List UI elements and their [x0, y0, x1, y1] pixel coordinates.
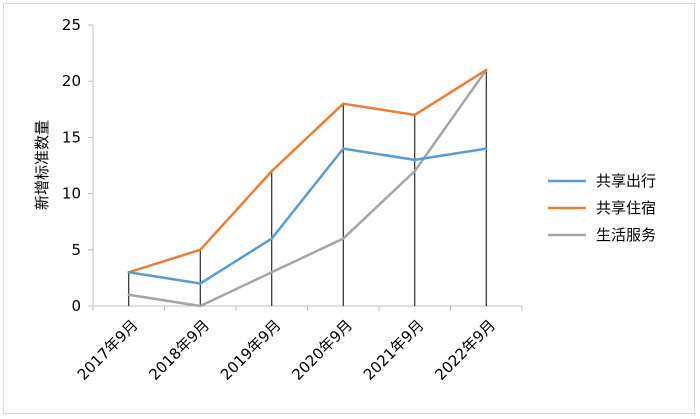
y-tick-labels: 0 5 10 15 20 25: [62, 16, 81, 315]
legend-label-1: 共享出行: [596, 172, 656, 190]
y-tick-label: 10: [62, 185, 81, 203]
y-tick-label: 20: [62, 72, 81, 90]
x-tick-label: 2022年9月: [431, 316, 499, 384]
series-line-3: [127, 68, 488, 308]
x-tick-label: 2021年9月: [360, 316, 428, 384]
y-tick-label: 5: [71, 241, 81, 259]
x-tick-label: 2018年9月: [145, 316, 213, 384]
legend-label-2: 共享住宿: [596, 199, 656, 217]
x-tick-labels: 2017年9月 2018年9月 2019年9月 2020年9月 2021年9月 2022年…: [74, 316, 499, 384]
y-axis-label: 新增标准数量: [33, 120, 51, 210]
legend-label-3: 生活服务: [596, 226, 656, 244]
axes: [88, 24, 523, 311]
series-lines: [127, 68, 488, 308]
x-tick-label: 2017年9月: [74, 316, 142, 384]
y-tick-label: 0: [71, 297, 81, 315]
y-tick-label: 15: [62, 128, 81, 146]
y-tick-label: 25: [62, 16, 81, 34]
x-tick-label: 2020年9月: [288, 316, 356, 384]
series-line-1: [127, 147, 488, 285]
x-tick-label: 2019年9月: [217, 316, 285, 384]
series-line-2: [127, 68, 488, 274]
drop-lines: [128, 69, 487, 306]
